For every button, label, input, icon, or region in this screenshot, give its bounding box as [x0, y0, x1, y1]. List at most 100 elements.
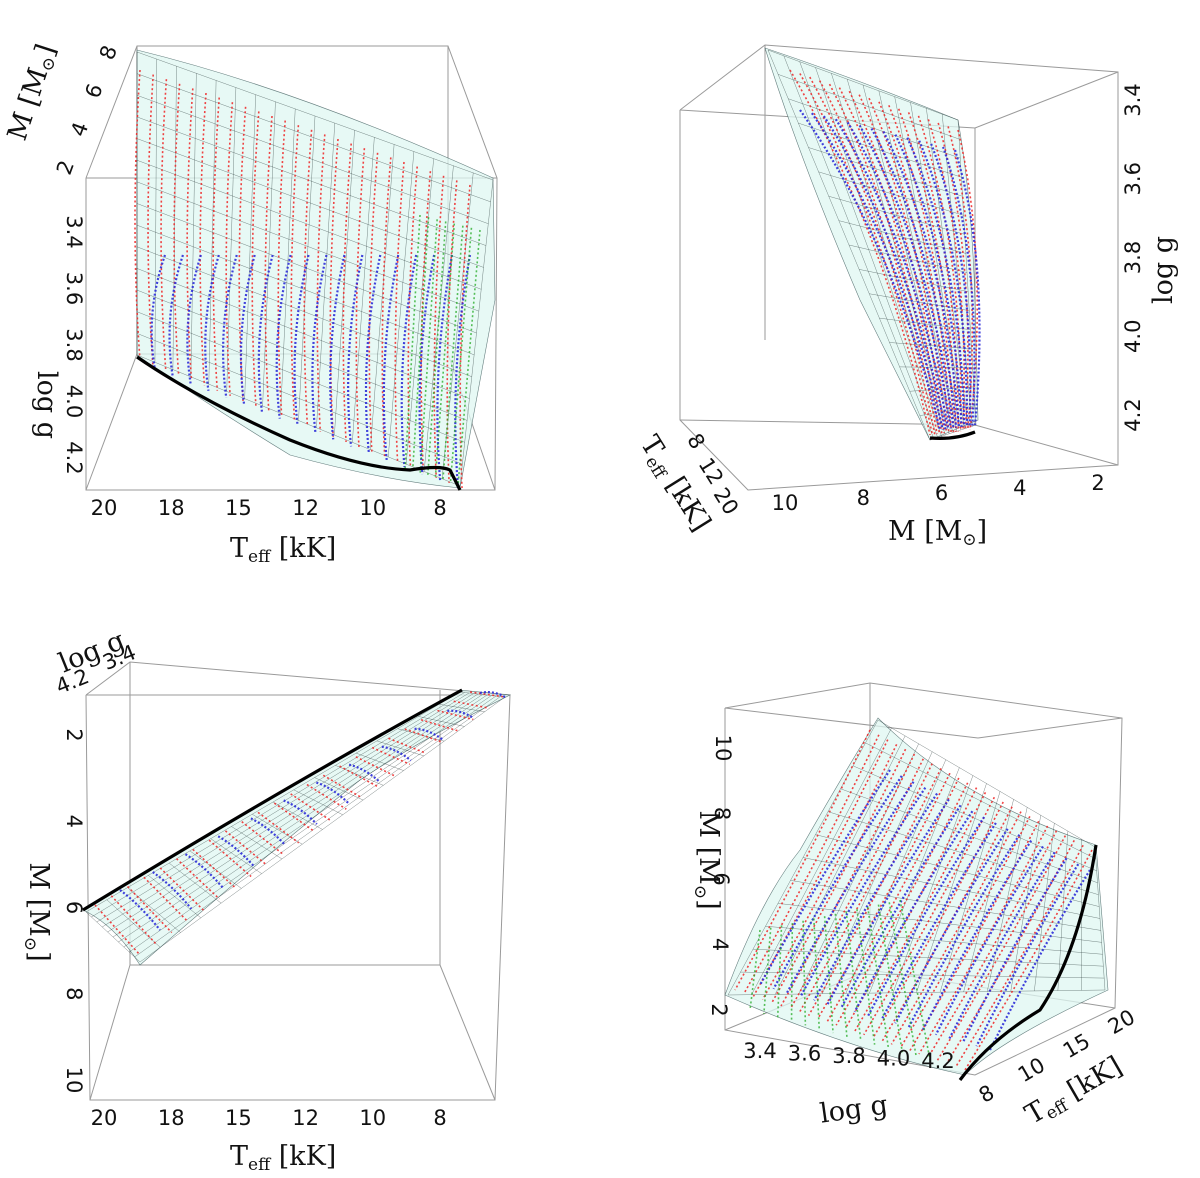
- panel-2-mesh-line-v-1: [778, 74, 960, 140]
- panel-4-red-track-12: [844, 787, 978, 1029]
- panel-4-red-track-5: [780, 753, 916, 1007]
- panel-3-red-track-4: [159, 867, 205, 911]
- panel-1-red-track-5: [199, 92, 207, 386]
- panel-2-red-track-6: [848, 90, 945, 434]
- panel-3-x-tick-5: 8: [433, 1106, 446, 1130]
- panel-4-green-track-2: [776, 925, 783, 1018]
- panel-4-green-track-12: [888, 902, 917, 1057]
- panel-4-blue-track-10: [894, 828, 1009, 1024]
- panel-3-y-label: M [M⊙]: [20, 862, 54, 961]
- panel-3-red-track-8: [224, 830, 268, 866]
- panel-2-mesh-line-v-15: [919, 405, 975, 416]
- panel-3-red-track-23: [469, 691, 506, 698]
- panel-3-blue-track-7: [348, 763, 381, 783]
- panel-2-z-tick-1: 12: [694, 454, 729, 489]
- panel-3-red-track-3: [143, 876, 189, 922]
- panel-2-y-ticks: 3.4 3.6 3.8 4.0 4.2: [1121, 83, 1145, 431]
- panel-3-tracks: [94, 691, 506, 956]
- panel-4-red-track-22: [936, 835, 1067, 1061]
- panel-4-mesh-line-v-5: [815, 834, 1100, 907]
- panel-1-mesh-line-v-1: [136, 73, 491, 203]
- panel-1-mesh-line-v-2: [136, 95, 489, 224]
- panel-1-blue-track-7: [275, 254, 292, 419]
- panel-1-red-track-17: [355, 148, 366, 448]
- panel-2-red-track-5: [838, 87, 943, 434]
- panel-1-zams-line: [136, 355, 462, 491]
- panel-1-surface: [136, 49, 496, 489]
- panel-4-y-tick-1: 10: [1014, 1053, 1049, 1087]
- panel-4-mesh-line-v-2: [852, 765, 1097, 872]
- panel-3-mesh-line-v-2: [96, 692, 470, 923]
- panel-4-blue-track-3: [799, 787, 927, 997]
- panel-2-x-tick-2: 6: [935, 481, 948, 505]
- panel-3-blue-track-5: [283, 799, 318, 825]
- panel-1-x-tick-0: 20: [91, 496, 118, 520]
- panel-1-mesh-line-v-3: [136, 116, 487, 246]
- panel-4-red-track-24: [955, 844, 1084, 1068]
- panel-1-red-track-11: [277, 120, 286, 417]
- panel-1-blue-track-0: [150, 254, 167, 371]
- panel-1-red-track-22: [420, 171, 432, 473]
- panel-2-blue-track-2: [822, 115, 947, 430]
- panel-4-x-label: log g: [818, 1089, 890, 1129]
- panel-4-green-track-10: [866, 906, 890, 1049]
- panel-2-blue-track-11: [930, 143, 972, 426]
- panel-4-z-tick-4: 10: [711, 735, 735, 762]
- panel-3-red-track-17: [371, 746, 411, 766]
- panel-2-blue-track-8: [894, 134, 963, 427]
- panel-1-mesh-line-v-7: [136, 203, 477, 334]
- panel-4-blue-track-5: [826, 798, 950, 1005]
- panel-1-x-ticks: 20 18 15 12 10 8: [91, 496, 447, 520]
- panel-4-green-track-3: [790, 923, 794, 1022]
- panel-1-z-tick-2: 6: [81, 81, 108, 102]
- panel-4-mesh: [727, 719, 1106, 996]
- panel-1-blue-track-15: [418, 254, 436, 475]
- panel-4-green-track-0: [749, 929, 761, 1011]
- panel-2-red-track-14: [927, 119, 965, 431]
- panel-1-red-track-21: [407, 166, 418, 468]
- panel-1-red-track-16: [342, 143, 352, 442]
- panel-1-mesh-line-v-4: [136, 138, 484, 268]
- panel-2-blue-track-13: [953, 149, 981, 426]
- panel-4-mesh-line-v-8: [777, 903, 1102, 943]
- panel-1-mesh-line-v-13: [136, 333, 463, 465]
- panel-1-red-track-19: [381, 157, 392, 458]
- panel-1-x-tick-3: 12: [292, 496, 319, 520]
- panel-3-y-tick-1: 4: [62, 815, 86, 828]
- panel-4-x-tick-1: 3.6: [788, 1042, 821, 1066]
- panel-2-blue-track-7: [882, 131, 960, 428]
- panel-4-blue-track-0: [759, 769, 891, 986]
- panel-1-red-track-12: [290, 125, 300, 422]
- panel-1-blue-track-1: [168, 254, 184, 378]
- panel-2-x-ticks: 10 8 6 4 2: [772, 471, 1105, 515]
- panel-3-mesh-line-v-4: [107, 693, 479, 933]
- panel-3-x-ticks: 20 18 15 12 10 8: [91, 1106, 447, 1130]
- panel-4-green-track-6: [823, 916, 834, 1034]
- panel-2-red-track-0: [789, 69, 931, 436]
- panel-3-mesh-line-v-5: [112, 694, 483, 938]
- panel-4-green-track-7: [834, 913, 848, 1037]
- panel-1-y-tick-0: 3.4: [62, 215, 86, 248]
- panel-4-green-track-8: [845, 911, 862, 1041]
- panel-4-red-track-15: [872, 801, 1004, 1039]
- panel-1-blue-track-9: [311, 254, 328, 433]
- panel-2-red-track-7: [858, 94, 948, 434]
- panel-1-red-track-18: [368, 152, 379, 453]
- panel-1-y-tick-2: 3.8: [62, 328, 86, 361]
- panel-3-red-track-2: [127, 885, 173, 934]
- panel-1-x-tick-4: 10: [359, 496, 386, 520]
- panel-4-z-label: M [M⊙]: [690, 810, 724, 909]
- panel-4-surface: [724, 717, 1109, 1076]
- panel-3-red-track-21: [437, 709, 474, 721]
- panel-3-red-track-19: [404, 728, 442, 743]
- panel-1-blue-track-5: [239, 254, 256, 405]
- panel-3-x-label: Teff [kK]: [230, 1141, 336, 1175]
- panel-2-mesh-line-v-6: [828, 196, 965, 235]
- panel-3-red-track-0: [94, 904, 141, 956]
- panel-4-blue-track-15: [961, 857, 1068, 1043]
- panel-3-red-track-6: [192, 848, 236, 889]
- panel-4-z-tick-1: 4: [708, 938, 732, 951]
- panel-4-red-track-17: [890, 811, 1022, 1045]
- panel-1-red-track-8: [238, 106, 247, 402]
- panel-4-red-track-11: [835, 782, 969, 1026]
